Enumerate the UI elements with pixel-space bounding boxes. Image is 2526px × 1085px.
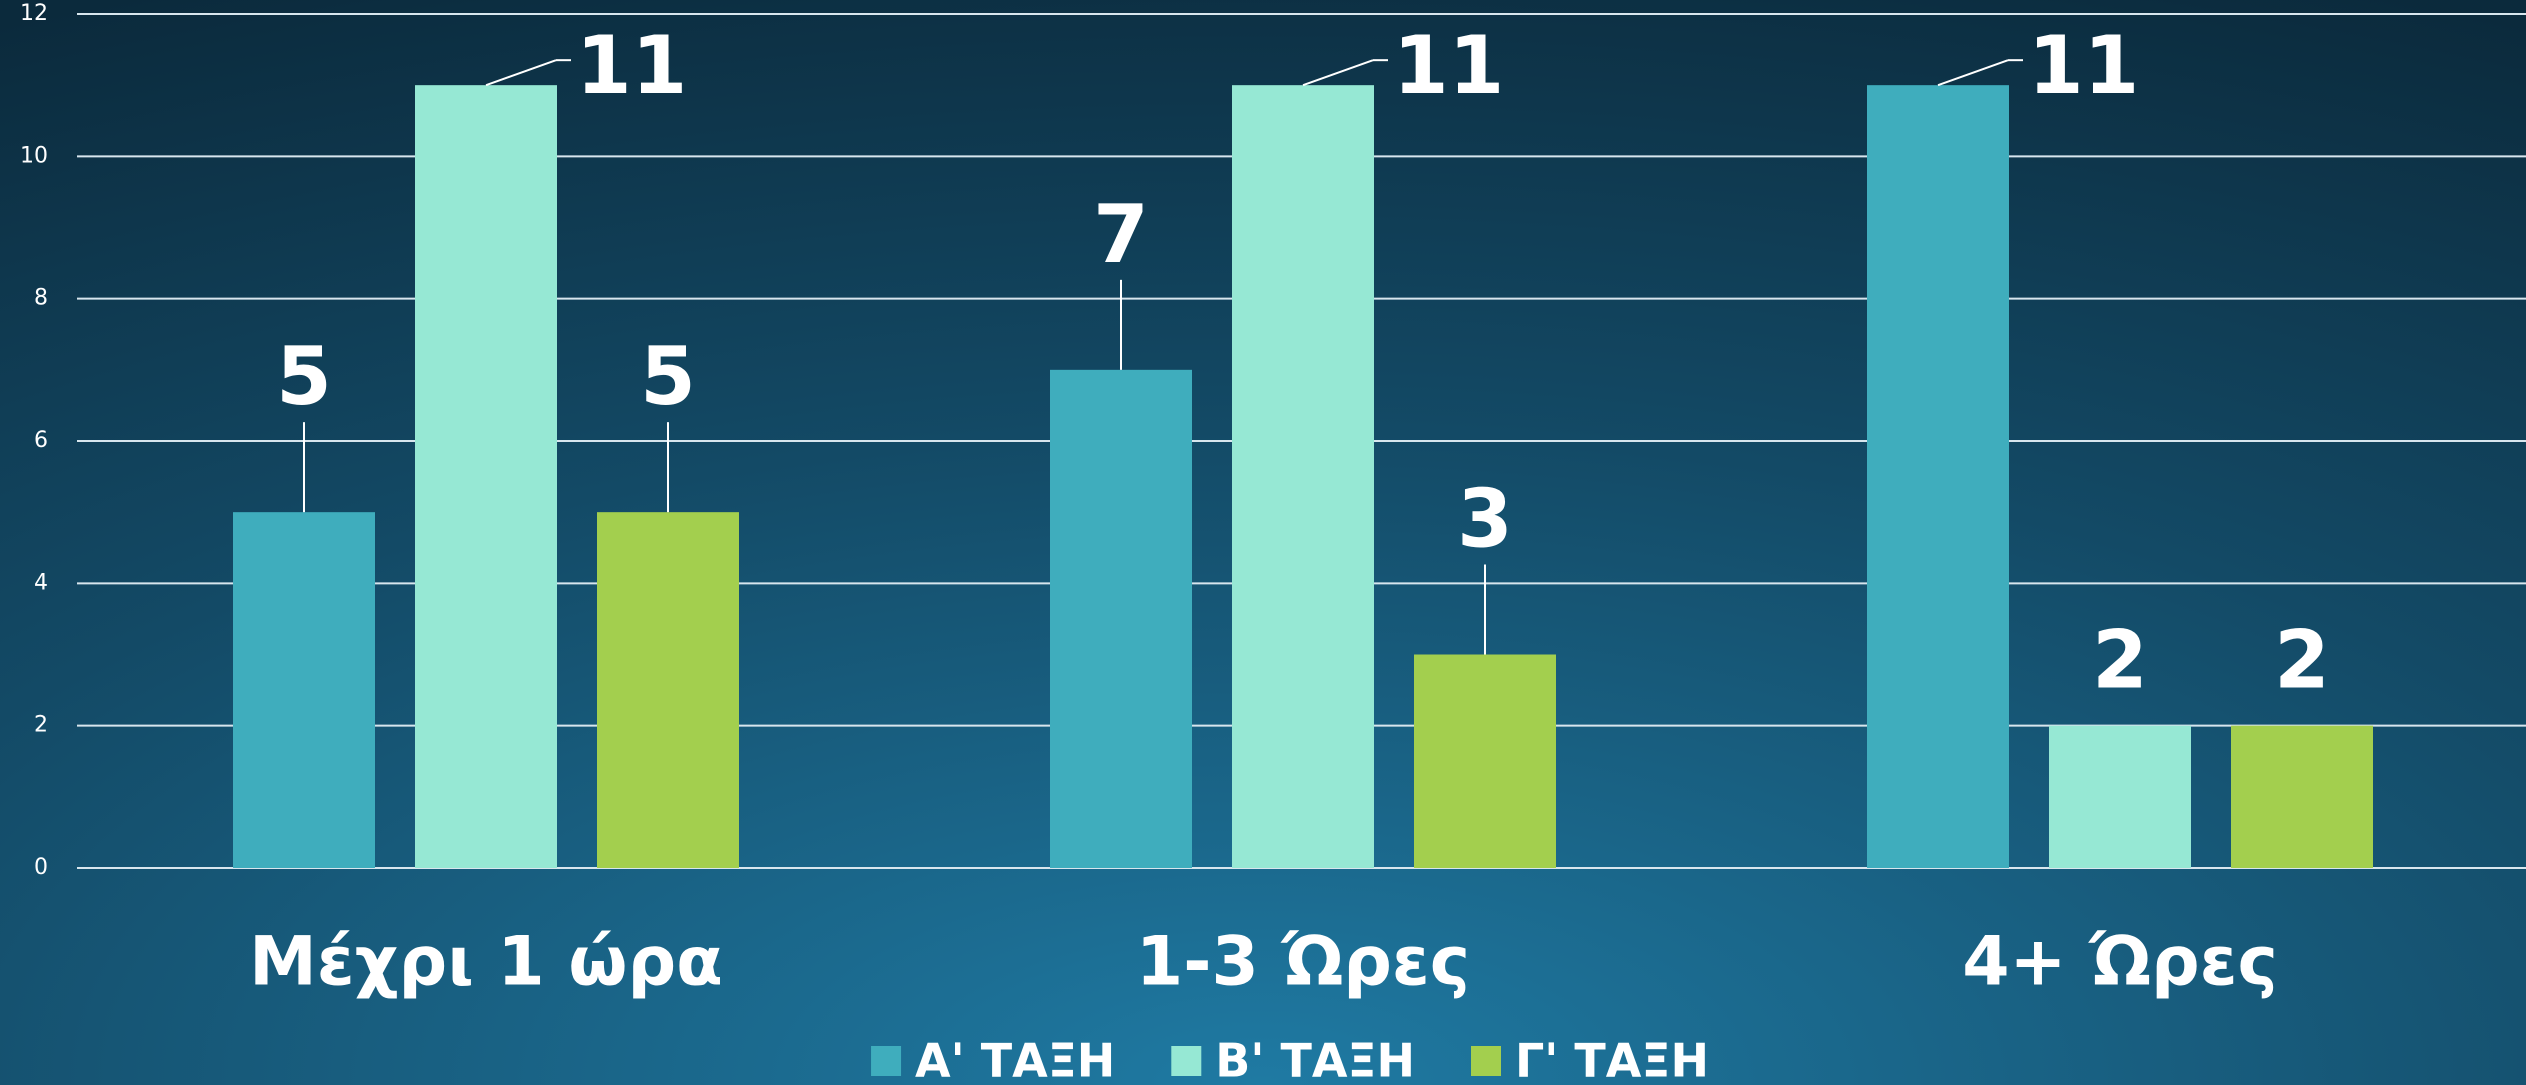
y-tick-label: 10 [20, 143, 48, 168]
data-label: 2 [2092, 614, 2148, 707]
data-label: 2 [2274, 614, 2330, 707]
legend-label: Γ' ΤΑΞΗ [1515, 1034, 1709, 1085]
leader-line [485, 59, 557, 87]
bar [2049, 725, 2191, 868]
data-label: 11 [2028, 19, 2139, 112]
bar [1867, 85, 2009, 868]
data-label: 5 [276, 330, 332, 423]
x-tick-label: Μέχρι 1 ώρα [249, 923, 723, 1002]
data-label: 5 [640, 330, 696, 423]
legend-swatch [1471, 1046, 1501, 1076]
bar [1050, 369, 1192, 868]
legend-swatch [871, 1046, 902, 1076]
y-tick-label: 2 [34, 713, 48, 738]
y-tick-label: 12 [20, 1, 48, 26]
data-label: 7 [1093, 188, 1149, 281]
bar [1232, 85, 1374, 868]
data-label: 11 [576, 19, 687, 112]
bar [597, 512, 739, 868]
bar [1414, 654, 1556, 868]
bar [233, 512, 375, 868]
data-label: 11 [1393, 19, 1504, 112]
leader-line [1937, 59, 2009, 87]
y-tick-label: 8 [34, 286, 48, 311]
bar [415, 85, 557, 868]
bar [2231, 725, 2373, 868]
y-tick-label: 0 [34, 855, 48, 880]
x-tick-label: 4+ Ώρες [1962, 923, 2278, 1002]
leader-line [1302, 59, 1374, 87]
y-tick-label: 4 [34, 570, 48, 595]
x-tick-label: 1-3 Ώρες [1136, 923, 1470, 1002]
legend-label: Β' ΤΑΞΗ [1215, 1034, 1415, 1085]
legend-label: Α' ΤΑΞΗ [915, 1034, 1115, 1085]
legend-swatch [1171, 1046, 1202, 1076]
y-tick-label: 6 [34, 428, 48, 453]
data-label: 3 [1457, 472, 1513, 565]
